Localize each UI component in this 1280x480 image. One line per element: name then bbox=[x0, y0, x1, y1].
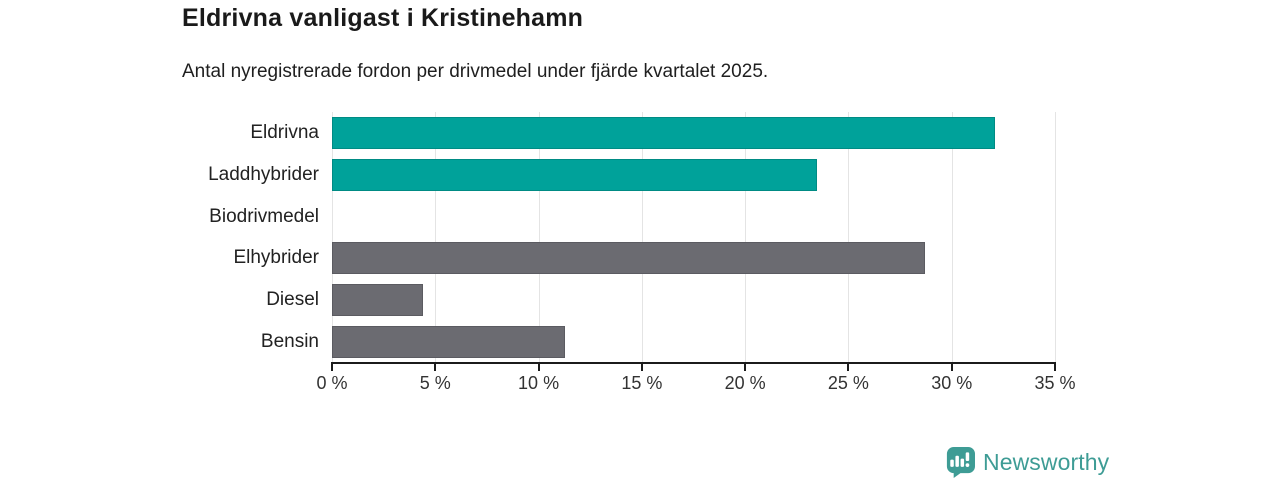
gridline bbox=[951, 112, 953, 363]
x-tick-mark bbox=[537, 364, 540, 371]
newsworthy-logo-text: Newsworthy bbox=[983, 449, 1110, 475]
x-tick-label: 5 % bbox=[419, 373, 451, 393]
x-tick-label: 25 % bbox=[827, 373, 869, 393]
x-axis-line bbox=[331, 362, 1056, 364]
x-tick-mark bbox=[950, 364, 953, 371]
x-tick-label: 35 % bbox=[1034, 373, 1076, 393]
bar bbox=[332, 242, 925, 275]
bar bbox=[332, 158, 818, 191]
gridline bbox=[641, 112, 643, 363]
bar bbox=[332, 116, 996, 149]
x-tick-mark bbox=[847, 364, 850, 371]
x-tick-mark bbox=[331, 364, 333, 371]
newsworthy-logo: Newsworthy bbox=[944, 447, 1109, 478]
chart-title: Eldrivna vanligast i Kristinehamn bbox=[182, 4, 584, 32]
x-tick-mark bbox=[1054, 364, 1056, 371]
x-tick-mark bbox=[434, 364, 437, 371]
x-tick-label: 20 % bbox=[724, 373, 766, 393]
category-label: Diesel bbox=[266, 289, 319, 311]
gridline bbox=[848, 112, 850, 363]
gridline bbox=[332, 112, 333, 363]
chart-subtitle: Antal nyregistrerade fordon per drivmede… bbox=[182, 61, 769, 82]
x-tick-label: 30 % bbox=[931, 373, 973, 393]
category-label: Eldrivna bbox=[250, 121, 319, 143]
gridline bbox=[435, 112, 437, 363]
gridline bbox=[745, 112, 747, 363]
category-label: Laddhybrider bbox=[208, 163, 319, 185]
x-tick-label: 15 % bbox=[621, 373, 663, 393]
x-tick-label: 10 % bbox=[518, 373, 560, 393]
newsworthy-logo-icon bbox=[946, 447, 975, 478]
gridline bbox=[1055, 112, 1056, 363]
bar bbox=[332, 326, 566, 359]
category-labels: Eldrivna Laddhybrider Biodrivmedel Elhybrid… bbox=[0, 112, 319, 363]
category-label: Bensin bbox=[260, 331, 319, 353]
category-label: Biodrivmedel bbox=[209, 205, 319, 227]
x-tick-mark bbox=[640, 364, 643, 371]
x-tick-label: 0 % bbox=[316, 373, 348, 393]
category-label: Elhybrider bbox=[233, 247, 319, 269]
gridline bbox=[538, 112, 540, 363]
plot-area: 0 % 5 % 10 % 15 % 20 % 25 % 30 % 35 % bbox=[316, 112, 1076, 393]
x-tick-mark bbox=[744, 364, 747, 371]
bar bbox=[332, 284, 423, 317]
